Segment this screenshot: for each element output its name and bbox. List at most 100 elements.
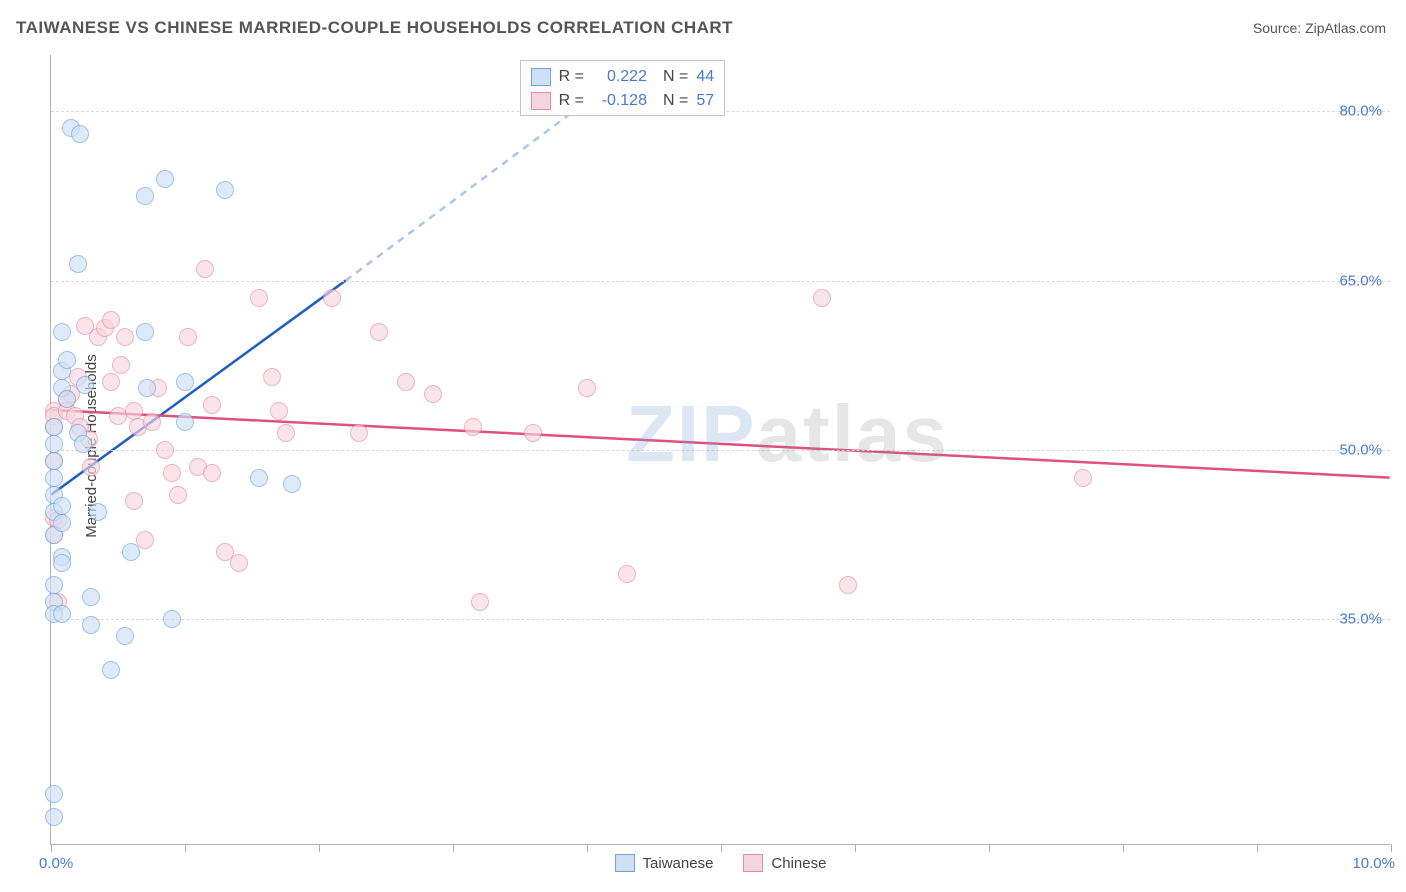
x-tick	[1391, 844, 1392, 852]
correlation-row-chinese: R = -0.128 N = 57	[531, 89, 714, 113]
scatter-point-taiwanese	[102, 661, 120, 679]
scatter-point-chinese	[277, 424, 295, 442]
x-tick	[453, 844, 454, 852]
y-tick-label: 50.0%	[1339, 442, 1382, 459]
source-name: ZipAtlas.com	[1305, 20, 1386, 36]
legend-swatch-taiwanese	[531, 68, 551, 86]
scatter-point-taiwanese	[45, 452, 63, 470]
scatter-point-chinese	[143, 413, 161, 431]
scatter-point-chinese	[163, 464, 181, 482]
scatter-point-chinese	[156, 441, 174, 459]
y-tick-label: 65.0%	[1339, 272, 1382, 289]
scatter-point-chinese	[323, 289, 341, 307]
x-tick	[721, 844, 722, 852]
scatter-point-taiwanese	[45, 785, 63, 803]
x-tick	[51, 844, 52, 852]
legend-item-taiwanese: Taiwanese	[615, 854, 714, 872]
scatter-point-chinese	[102, 373, 120, 391]
scatter-point-chinese	[116, 328, 134, 346]
watermark: ZIPatlas	[626, 388, 949, 480]
scatter-point-chinese	[524, 424, 542, 442]
scatter-point-taiwanese	[53, 323, 71, 341]
scatter-point-chinese	[350, 424, 368, 442]
source-prefix: Source:	[1253, 20, 1305, 36]
scatter-point-chinese	[203, 464, 221, 482]
scatter-point-taiwanese	[69, 255, 87, 273]
corr-n-label: N =	[663, 89, 688, 113]
gridline-h	[51, 619, 1390, 620]
scatter-point-taiwanese	[45, 418, 63, 436]
series-legend: Taiwanese Chinese	[615, 854, 827, 872]
corr-n-label: N =	[663, 65, 688, 89]
scatter-point-chinese	[370, 323, 388, 341]
scatter-point-taiwanese	[250, 469, 268, 487]
scatter-point-chinese	[464, 418, 482, 436]
scatter-point-chinese	[102, 311, 120, 329]
scatter-point-chinese	[230, 554, 248, 572]
scatter-point-taiwanese	[74, 435, 92, 453]
correlation-legend: R = 0.222 N = 44 R = -0.128 N = 57	[520, 60, 725, 116]
x-max-label: 10.0%	[1352, 855, 1395, 872]
x-tick	[989, 844, 990, 852]
legend-swatch-chinese	[531, 92, 551, 110]
scatter-point-taiwanese	[45, 808, 63, 826]
x-tick	[319, 844, 320, 852]
scatter-point-taiwanese	[58, 390, 76, 408]
x-tick	[1257, 844, 1258, 852]
scatter-plot-area: 35.0%50.0%65.0%80.0%0.0%10.0%ZIPatlasR =…	[50, 55, 1390, 845]
corr-r-value: 0.222	[592, 65, 647, 89]
scatter-point-chinese	[578, 379, 596, 397]
scatter-point-chinese	[112, 356, 130, 374]
x-min-label: 0.0%	[39, 855, 73, 872]
legend-item-chinese: Chinese	[743, 854, 826, 872]
x-tick	[587, 844, 588, 852]
scatter-point-taiwanese	[82, 588, 100, 606]
gridline-h	[51, 281, 1390, 282]
scatter-point-chinese	[263, 368, 281, 386]
x-tick	[1123, 844, 1124, 852]
scatter-point-chinese	[196, 260, 214, 278]
gridline-h	[51, 450, 1390, 451]
scatter-point-taiwanese	[71, 125, 89, 143]
scatter-point-chinese	[397, 373, 415, 391]
legend-label-taiwanese: Taiwanese	[643, 855, 714, 872]
scatter-point-taiwanese	[216, 181, 234, 199]
corr-r-label: R =	[559, 89, 584, 113]
scatter-point-taiwanese	[45, 469, 63, 487]
chart-title: TAIWANESE VS CHINESE MARRIED-COUPLE HOUS…	[16, 18, 733, 38]
corr-r-label: R =	[559, 65, 584, 89]
x-tick	[185, 844, 186, 852]
scatter-point-chinese	[125, 492, 143, 510]
scatter-point-taiwanese	[89, 503, 107, 521]
scatter-point-taiwanese	[283, 475, 301, 493]
x-tick	[855, 844, 856, 852]
source-attribution: Source: ZipAtlas.com	[1253, 20, 1386, 36]
corr-r-value: -0.128	[592, 89, 647, 113]
scatter-point-taiwanese	[53, 497, 71, 515]
scatter-point-taiwanese	[76, 376, 94, 394]
scatter-point-chinese	[270, 402, 288, 420]
scatter-point-taiwanese	[176, 413, 194, 431]
corr-n-value: 44	[696, 65, 714, 89]
scatter-point-taiwanese	[53, 605, 71, 623]
scatter-point-taiwanese	[176, 373, 194, 391]
scatter-point-chinese	[169, 486, 187, 504]
scatter-point-taiwanese	[122, 543, 140, 561]
y-tick-label: 35.0%	[1339, 611, 1382, 628]
corr-n-value: 57	[696, 89, 714, 113]
scatter-point-chinese	[1074, 469, 1092, 487]
scatter-point-taiwanese	[136, 187, 154, 205]
scatter-point-chinese	[82, 458, 100, 476]
scatter-point-taiwanese	[138, 379, 156, 397]
scatter-point-taiwanese	[58, 351, 76, 369]
scatter-point-chinese	[250, 289, 268, 307]
scatter-point-chinese	[203, 396, 221, 414]
scatter-point-chinese	[424, 385, 442, 403]
scatter-point-taiwanese	[45, 435, 63, 453]
scatter-point-chinese	[125, 402, 143, 420]
scatter-point-taiwanese	[163, 610, 181, 628]
scatter-point-taiwanese	[53, 514, 71, 532]
scatter-point-taiwanese	[45, 576, 63, 594]
scatter-point-taiwanese	[53, 554, 71, 572]
scatter-point-taiwanese	[82, 616, 100, 634]
